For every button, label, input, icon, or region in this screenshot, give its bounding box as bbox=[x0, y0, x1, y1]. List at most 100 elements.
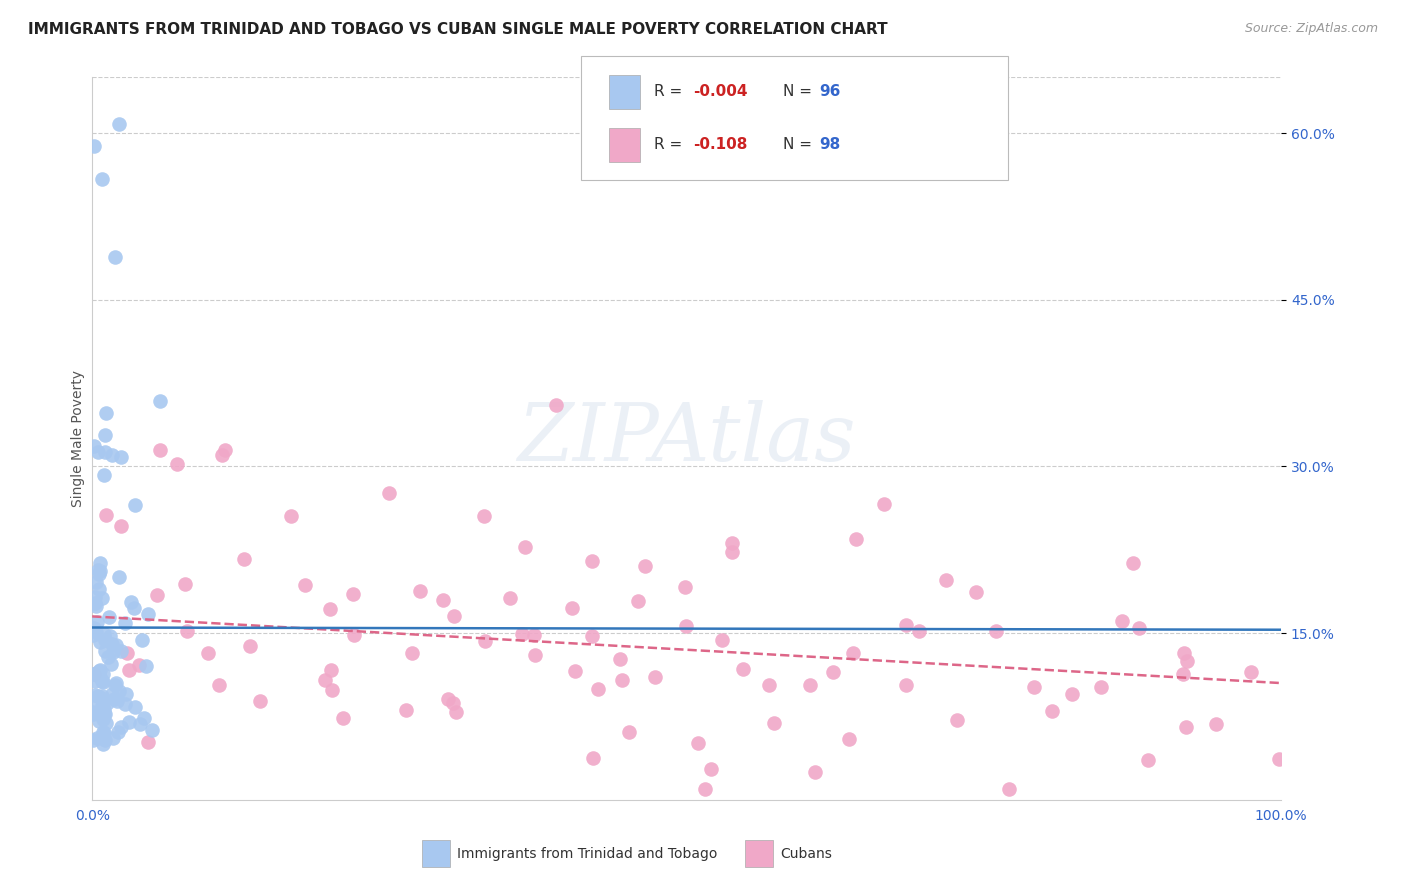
Point bbox=[1040, 704, 1063, 718]
Point bbox=[342, 587, 364, 601]
Point bbox=[841, 646, 863, 660]
Point bbox=[90, 701, 112, 715]
Point bbox=[174, 577, 197, 591]
Point bbox=[136, 735, 159, 749]
Point bbox=[136, 607, 159, 622]
Point bbox=[946, 714, 969, 728]
Point bbox=[82, 733, 104, 747]
Point bbox=[294, 578, 316, 592]
Point bbox=[675, 619, 697, 633]
Point bbox=[87, 563, 110, 577]
Point bbox=[581, 629, 603, 643]
Point bbox=[83, 439, 105, 453]
Point bbox=[619, 724, 641, 739]
Point bbox=[166, 457, 188, 471]
Point bbox=[94, 633, 117, 648]
Point bbox=[86, 731, 108, 745]
Point bbox=[89, 663, 111, 677]
Point bbox=[141, 723, 163, 737]
Point bbox=[105, 638, 128, 652]
Point bbox=[91, 673, 114, 688]
Text: R =: R = bbox=[654, 137, 688, 153]
Point bbox=[581, 554, 603, 568]
Point bbox=[280, 508, 302, 523]
Point bbox=[93, 427, 115, 442]
Point bbox=[838, 732, 860, 747]
Point bbox=[211, 448, 233, 462]
Point bbox=[114, 615, 136, 630]
Point bbox=[436, 692, 458, 706]
Point bbox=[1173, 667, 1195, 681]
Point bbox=[444, 705, 467, 719]
Point bbox=[107, 570, 129, 584]
Point bbox=[83, 688, 105, 702]
Point bbox=[197, 646, 219, 660]
Point bbox=[118, 714, 141, 729]
Point bbox=[89, 564, 111, 578]
Point bbox=[1128, 621, 1150, 635]
Point bbox=[332, 711, 354, 725]
Point bbox=[908, 624, 931, 638]
Point bbox=[87, 444, 110, 458]
Point bbox=[87, 567, 110, 582]
Point bbox=[87, 695, 110, 709]
Point bbox=[93, 703, 115, 717]
Point bbox=[609, 652, 631, 666]
Text: Immigrants from Trinidad and Tobago: Immigrants from Trinidad and Tobago bbox=[457, 847, 717, 861]
Point bbox=[87, 714, 110, 728]
Text: ZIPAtlas: ZIPAtlas bbox=[517, 400, 856, 477]
Point bbox=[129, 717, 152, 731]
Point bbox=[441, 696, 464, 710]
Point bbox=[986, 624, 1008, 639]
Point bbox=[128, 657, 150, 672]
Point bbox=[845, 532, 868, 546]
Point bbox=[1022, 680, 1045, 694]
Point bbox=[103, 731, 125, 745]
Point bbox=[894, 617, 917, 632]
Point bbox=[91, 674, 114, 689]
Point bbox=[515, 540, 537, 554]
Point bbox=[104, 250, 127, 264]
Point bbox=[93, 725, 115, 739]
Text: N =: N = bbox=[783, 84, 817, 99]
Point bbox=[720, 544, 742, 558]
Point bbox=[82, 628, 104, 642]
Point bbox=[239, 639, 262, 653]
Point bbox=[321, 682, 343, 697]
Point bbox=[586, 682, 609, 697]
Point bbox=[443, 609, 465, 624]
Point bbox=[804, 765, 827, 780]
Point bbox=[94, 406, 117, 420]
Point bbox=[105, 676, 128, 690]
Point bbox=[97, 650, 120, 665]
Point bbox=[114, 687, 136, 701]
Point bbox=[89, 670, 111, 684]
Text: 96: 96 bbox=[820, 84, 841, 99]
Point bbox=[135, 659, 157, 673]
Point bbox=[472, 509, 495, 524]
Point bbox=[89, 634, 111, 648]
Point bbox=[688, 736, 710, 750]
Point bbox=[83, 666, 105, 681]
Point bbox=[695, 781, 717, 796]
Point bbox=[90, 699, 112, 714]
Point bbox=[91, 737, 114, 751]
Point bbox=[395, 703, 418, 717]
Point bbox=[82, 666, 104, 681]
Point bbox=[82, 706, 104, 721]
Point bbox=[107, 725, 129, 739]
Point bbox=[84, 599, 107, 613]
Point bbox=[94, 643, 117, 657]
Point bbox=[1240, 665, 1263, 679]
Point bbox=[94, 732, 117, 747]
Point bbox=[232, 551, 254, 566]
Point bbox=[498, 591, 520, 605]
Point bbox=[108, 684, 131, 698]
Point bbox=[214, 442, 236, 457]
Point bbox=[700, 762, 723, 776]
Point bbox=[821, 665, 844, 679]
Point bbox=[90, 691, 112, 706]
Point bbox=[91, 689, 114, 703]
Point bbox=[432, 592, 454, 607]
Point bbox=[644, 670, 666, 684]
